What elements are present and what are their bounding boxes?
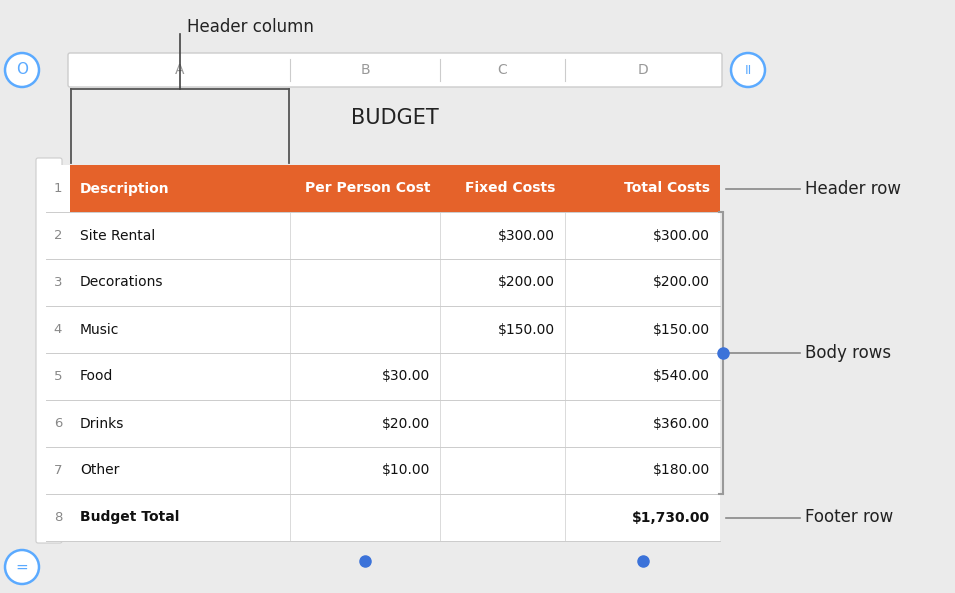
Text: $20.00: $20.00 [382,416,430,431]
Text: BUDGET: BUDGET [351,108,439,128]
Circle shape [5,550,39,584]
Text: $180.00: $180.00 [653,464,710,477]
Text: Decorations: Decorations [80,276,163,289]
Text: Total Costs: Total Costs [624,181,710,196]
Text: A: A [176,63,184,77]
Bar [46,212,70,259]
Text: 8: 8 [53,511,62,524]
Circle shape [731,53,765,87]
Text: Header row: Header row [805,180,901,197]
Text: B: B [360,63,370,77]
Text: Footer row: Footer row [805,509,893,527]
Text: 4: 4 [53,323,62,336]
Text: C: C [498,63,507,77]
Bar [70,353,720,400]
Bar [46,494,70,541]
Text: $30.00: $30.00 [382,369,430,384]
Bar [70,400,720,447]
Bar [46,353,70,400]
Text: Food: Food [80,369,114,384]
Bar [70,259,720,306]
Bar [70,494,720,541]
Text: $540.00: $540.00 [653,369,710,384]
Text: Description: Description [80,181,170,196]
Text: Drinks: Drinks [80,416,124,431]
Bar [46,306,70,353]
Text: Budget Total: Budget Total [80,511,180,524]
Text: Other: Other [80,464,119,477]
FancyBboxPatch shape [68,53,722,87]
Text: $200.00: $200.00 [653,276,710,289]
Bar [70,165,720,212]
Text: 5: 5 [53,370,62,383]
Text: 1: 1 [53,182,62,195]
Bar [70,447,720,494]
Bar [46,165,70,212]
Text: $300.00: $300.00 [498,228,555,243]
Text: D: D [637,63,647,77]
FancyBboxPatch shape [36,158,62,543]
Text: Music: Music [80,323,119,336]
Text: Fixed Costs: Fixed Costs [465,181,555,196]
Text: 6: 6 [53,417,62,430]
Circle shape [5,53,39,87]
Bar [70,212,720,259]
Text: Per Person Cost: Per Person Cost [305,181,430,196]
Text: =: = [15,560,29,575]
Bar [46,259,70,306]
Text: $300.00: $300.00 [653,228,710,243]
Text: Site Rental: Site Rental [80,228,156,243]
Bar [46,447,70,494]
Text: $1,730.00: $1,730.00 [632,511,710,524]
Text: $150.00: $150.00 [653,323,710,336]
Text: 2: 2 [53,229,62,242]
Text: Body rows: Body rows [805,344,891,362]
Text: $150.00: $150.00 [498,323,555,336]
Bar [46,400,70,447]
Text: $200.00: $200.00 [498,276,555,289]
Bar [70,306,720,353]
Text: 7: 7 [53,464,62,477]
Text: $10.00: $10.00 [382,464,430,477]
Text: $360.00: $360.00 [653,416,710,431]
Text: 3: 3 [53,276,62,289]
Text: O: O [16,62,28,78]
Text: II: II [744,63,752,76]
Text: Header column: Header column [186,18,313,36]
